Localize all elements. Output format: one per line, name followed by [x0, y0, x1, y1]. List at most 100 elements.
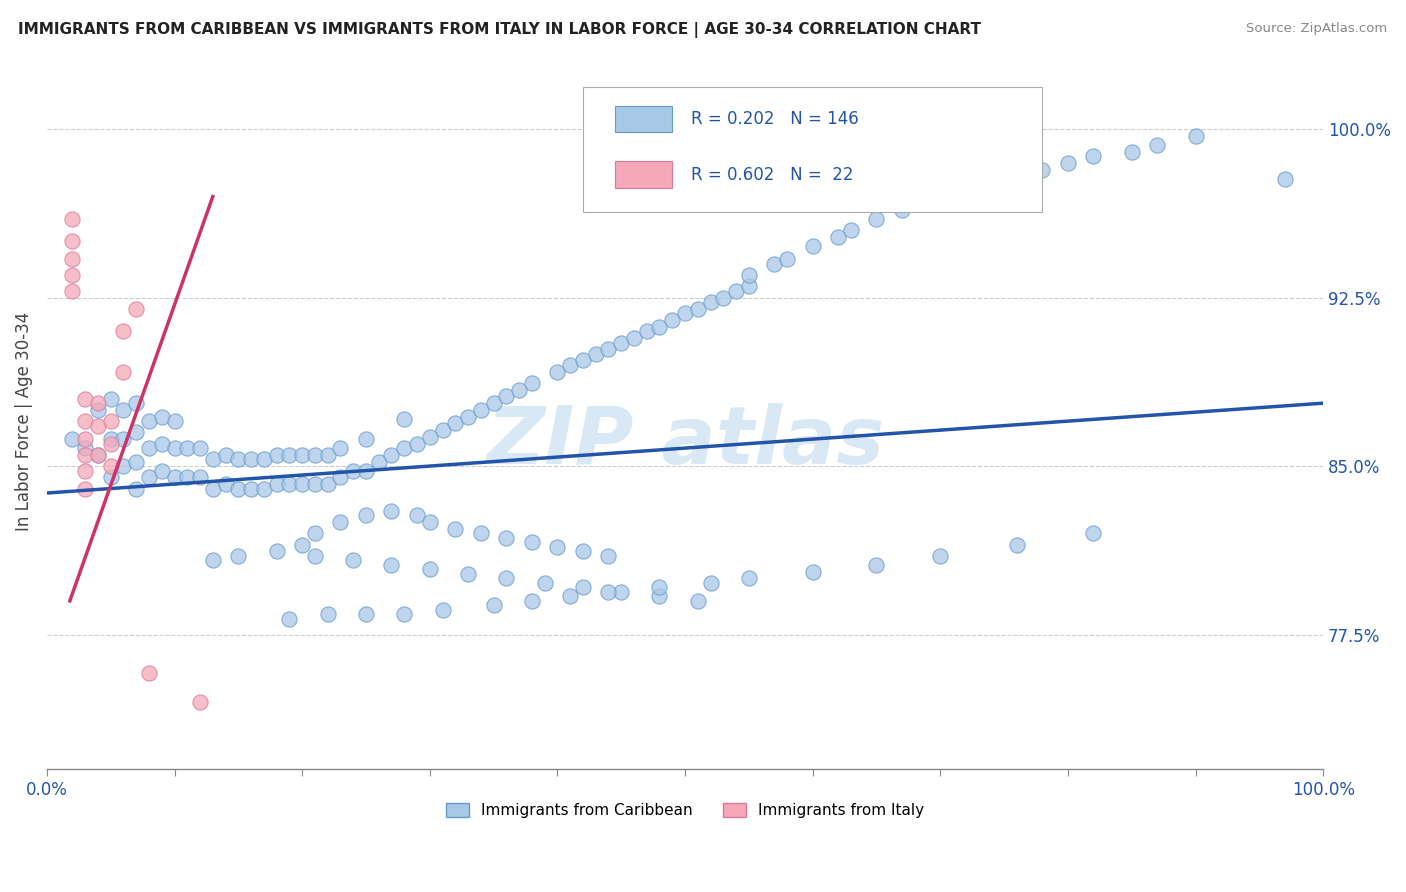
- Point: [444, 417, 467, 431]
- Point: [725, 284, 748, 298]
- Point: [585, 347, 607, 361]
- Point: [419, 562, 441, 576]
- Text: IMMIGRANTS FROM CARIBBEAN VS IMMIGRANTS FROM ITALY IN LABOR FORCE | AGE 30-34 CO: IMMIGRANTS FROM CARIBBEAN VS IMMIGRANTS …: [18, 22, 981, 38]
- Point: [100, 432, 122, 446]
- Point: [1031, 162, 1053, 177]
- Point: [1121, 145, 1143, 159]
- Point: [150, 464, 173, 478]
- Point: [598, 343, 620, 357]
- Point: [125, 425, 148, 440]
- Point: [482, 599, 505, 613]
- Point: [354, 432, 377, 446]
- Point: [380, 504, 402, 518]
- Point: [354, 464, 377, 478]
- Point: [138, 470, 160, 484]
- FancyBboxPatch shape: [614, 161, 672, 188]
- Point: [240, 452, 263, 467]
- Point: [304, 526, 326, 541]
- Point: [546, 365, 568, 379]
- Point: [278, 612, 301, 626]
- Point: [253, 452, 276, 467]
- Point: [291, 538, 314, 552]
- Point: [929, 549, 952, 563]
- Point: [342, 464, 364, 478]
- Point: [520, 594, 543, 608]
- Point: [648, 590, 671, 604]
- Point: [125, 301, 148, 316]
- Point: [839, 223, 862, 237]
- Point: [980, 178, 1002, 193]
- Point: [394, 607, 416, 622]
- Point: [865, 211, 887, 226]
- Point: [278, 477, 301, 491]
- Point: [316, 477, 339, 491]
- Point: [266, 544, 288, 558]
- Point: [176, 470, 198, 484]
- Point: [112, 365, 135, 379]
- Point: [201, 553, 224, 567]
- Point: [610, 585, 633, 599]
- Point: [560, 590, 582, 604]
- Point: [419, 515, 441, 529]
- Point: [75, 448, 97, 462]
- Point: [394, 441, 416, 455]
- Point: [572, 580, 595, 594]
- Point: [801, 239, 824, 253]
- Point: [776, 252, 799, 267]
- Point: [891, 202, 914, 217]
- Point: [87, 448, 110, 462]
- Point: [432, 423, 454, 437]
- Point: [188, 470, 211, 484]
- Point: [406, 508, 429, 523]
- Point: [138, 414, 160, 428]
- Point: [291, 477, 314, 491]
- FancyBboxPatch shape: [614, 106, 672, 132]
- Point: [87, 403, 110, 417]
- Point: [598, 549, 620, 563]
- Point: [304, 448, 326, 462]
- Point: [470, 403, 492, 417]
- Point: [699, 295, 721, 310]
- Point: [138, 441, 160, 455]
- Point: [100, 436, 122, 450]
- Point: [380, 558, 402, 572]
- Point: [457, 409, 479, 424]
- Point: [533, 575, 555, 590]
- Point: [62, 432, 84, 446]
- Point: [1083, 149, 1105, 163]
- Point: [125, 482, 148, 496]
- Point: [291, 448, 314, 462]
- Point: [738, 268, 761, 282]
- Point: [482, 396, 505, 410]
- Point: [801, 565, 824, 579]
- Point: [150, 436, 173, 450]
- Point: [470, 526, 492, 541]
- Point: [329, 470, 352, 484]
- Point: [163, 441, 186, 455]
- FancyBboxPatch shape: [583, 87, 1042, 212]
- Point: [738, 279, 761, 293]
- Point: [253, 482, 276, 496]
- Text: Source: ZipAtlas.com: Source: ZipAtlas.com: [1247, 22, 1388, 36]
- Point: [495, 571, 517, 585]
- Point: [138, 665, 160, 680]
- Point: [520, 376, 543, 390]
- Point: [100, 392, 122, 406]
- Point: [201, 452, 224, 467]
- Point: [432, 603, 454, 617]
- Point: [100, 458, 122, 473]
- Point: [1083, 526, 1105, 541]
- Point: [354, 508, 377, 523]
- Point: [100, 470, 122, 484]
- Point: [763, 257, 786, 271]
- Point: [87, 396, 110, 410]
- Point: [112, 432, 135, 446]
- Point: [316, 448, 339, 462]
- Point: [75, 432, 97, 446]
- Point: [228, 452, 250, 467]
- Point: [125, 396, 148, 410]
- Point: [62, 284, 84, 298]
- Point: [75, 441, 97, 455]
- Point: [278, 448, 301, 462]
- Point: [201, 482, 224, 496]
